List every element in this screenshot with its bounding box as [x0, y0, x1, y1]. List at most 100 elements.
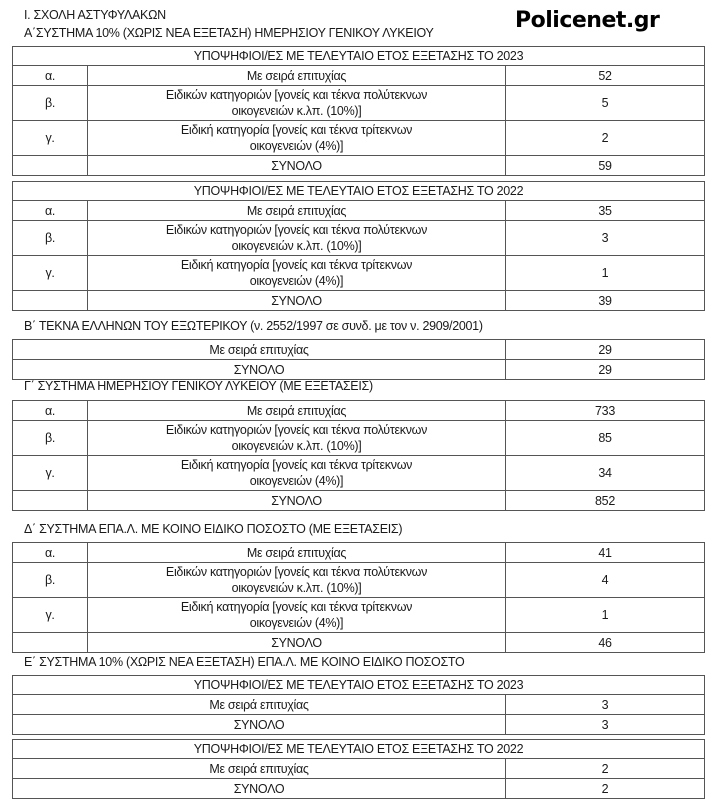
- results-table: α. Με σειρά επιτυχίας 41 β. Ειδικών κατηγορι…: [12, 542, 705, 653]
- row-label-cell: Ειδικών κατηγοριών [γονείς και τέκνα πολ…: [87, 220, 506, 256]
- row-label-cell: Με σειρά επιτυχίας: [12, 339, 506, 360]
- results-table: ΥΠΟΨΗΦΙΟΙ/ΕΣ ΜΕ ΤΕΛΕΥΤΑΙΟ ΕΤΟΣ ΕΞΕΤΑΣΗΣ …: [11, 675, 706, 735]
- row-marker: α.: [12, 65, 88, 86]
- row-value: 2: [504, 778, 706, 799]
- row-marker: [12, 155, 88, 176]
- row-marker: γ.: [12, 597, 88, 633]
- row-value: 41: [505, 542, 705, 563]
- table-row: ΣΥΝΟΛΟ 852: [12, 490, 705, 511]
- table-row: γ. Ειδική κατηγορία [γονείς και τέκνα τρί…: [12, 120, 705, 156]
- section-heading: Ε΄ ΣΥΣΤΗΜΑ 10% (ΧΩΡΙΣ ΝΕΑ ΕΞΕΤΑΣΗ) ΕΠΑ.Λ…: [24, 655, 465, 669]
- row-label-continued: οικογενειών (4%)]: [249, 474, 344, 488]
- row-marker: β.: [12, 562, 88, 598]
- row-value: 733: [505, 400, 705, 421]
- table-row: β. Ειδικών κατηγοριών [γονείς και τέκνα π…: [12, 562, 705, 598]
- row-marker: [12, 632, 88, 653]
- row-marker: β.: [12, 85, 88, 121]
- table-header-row: ΥΠΟΨΗΦΙΟΙ/ΕΣ ΜΕ ΤΕΛΕΥΤΑΙΟ ΕΤΟΣ ΕΞΕΤΑΣΗΣ …: [12, 181, 705, 201]
- table-header: ΥΠΟΨΗΦΙΟΙ/ΕΣ ΜΕ ΤΕΛΕΥΤΑΙΟ ΕΤΟΣ ΕΞΕΤΑΣΗΣ …: [11, 675, 706, 695]
- row-label-cell: ΣΥΝΟΛΟ: [87, 290, 506, 311]
- row-value: 852: [505, 490, 705, 511]
- row-label-continued: οικογενειών κ.λπ. (10%)]: [231, 581, 362, 595]
- row-label-cell: Ειδική κατηγορία [γονείς και τέκνα τρίτε…: [87, 255, 506, 291]
- table-row: Με σειρά επιτυχίας 3: [12, 694, 706, 715]
- row-label-cell: Με σειρά επιτυχίας: [87, 542, 506, 563]
- row-value: 35: [505, 200, 705, 221]
- row-label: ΣΥΝΟΛΟ: [233, 781, 285, 796]
- table-row: ΣΥΝΟΛΟ 39: [12, 290, 705, 311]
- row-label-cell: Ειδική κατηγορία [γονείς και τέκνα τρίτε…: [87, 120, 506, 156]
- row-label-cell: ΣΥΝΟΛΟ: [12, 778, 506, 799]
- row-label: ΣΥΝΟΛΟ: [233, 717, 285, 732]
- row-marker: α.: [12, 200, 88, 221]
- row-label-continued: οικογενειών (4%)]: [249, 616, 344, 630]
- section-heading: Α΄ΣΥΣΤΗΜΑ 10% (ΧΩΡΙΣ ΝΕΑ ΕΞΕΤΑΣΗ) ΗΜΕΡΗΣ…: [24, 26, 434, 40]
- results-table: ΥΠΟΨΗΦΙΟΙ/ΕΣ ΜΕ ΤΕΛΕΥΤΑΙΟ ΕΤΟΣ ΕΞΕΤΑΣΗΣ …: [11, 739, 706, 799]
- row-label: Με σειρά επιτυχίας: [209, 697, 309, 712]
- section-heading: Β΄ ΤΕΚΝΑ ΕΛΛΗΝΩΝ ΤΟΥ ΕΞΩΤΕΡΙΚΟΥ (ν. 2552…: [24, 319, 483, 333]
- row-label: Με σειρά επιτυχίας: [246, 203, 347, 218]
- table-header-row: ΥΠΟΨΗΦΙΟΙ/ΕΣ ΜΕ ΤΕΛΕΥΤΑΙΟ ΕΤΟΣ ΕΞΕΤΑΣΗΣ …: [12, 46, 705, 66]
- row-label: Ειδική κατηγορία [γονείς και τέκνα τρίτε…: [180, 600, 413, 614]
- row-label-cell: Ειδικών κατηγοριών [γονείς και τέκνα πολ…: [87, 562, 506, 598]
- table-row: Με σειρά επιτυχίας 2: [12, 758, 706, 779]
- row-marker: γ.: [12, 120, 88, 156]
- row-value: 1: [505, 255, 705, 291]
- table-row: β. Ειδικών κατηγοριών [γονείς και τέκνα π…: [12, 85, 705, 121]
- row-label: Ειδική κατηγορία [γονείς και τέκνα τρίτε…: [180, 123, 413, 137]
- table-row: γ. Ειδική κατηγορία [γονείς και τέκνα τρί…: [12, 255, 705, 291]
- results-table: ΥΠΟΨΗΦΙΟΙ/ΕΣ ΜΕ ΤΕΛΕΥΤΑΙΟ ΕΤΟΣ ΕΞΕΤΑΣΗΣ …: [12, 46, 705, 176]
- row-value: 2: [504, 758, 706, 779]
- row-marker: γ.: [12, 455, 88, 491]
- table-row: ΣΥΝΟΛΟ 46: [12, 632, 705, 653]
- row-label-cell: Ειδικών κατηγοριών [γονείς και τέκνα πολ…: [87, 85, 506, 121]
- row-label-cell: Με σειρά επιτυχίας: [87, 200, 506, 221]
- row-value: 34: [505, 455, 705, 491]
- row-value: 46: [505, 632, 705, 653]
- row-label-cell: Ειδική κατηγορία [γονείς και τέκνα τρίτε…: [87, 597, 506, 633]
- table-row: ΣΥΝΟΛΟ 29: [12, 359, 705, 380]
- row-marker: [12, 490, 88, 511]
- section-heading: Δ΄ ΣΥΣΤΗΜΑ ΕΠΑ.Λ. ΜΕ ΚΟΙΝΟ ΕΙΔΙΚΟ ΠΟΣΟΣΤ…: [24, 522, 403, 536]
- table-row: α. Με σειρά επιτυχίας 41: [12, 542, 705, 563]
- table-row: α. Με σειρά επιτυχίας 733: [12, 400, 705, 421]
- row-label-cell: Με σειρά επιτυχίας: [87, 65, 506, 86]
- row-label-continued: οικογενειών (4%)]: [249, 274, 344, 288]
- results-table: Με σειρά επιτυχίας 29 ΣΥΝΟΛΟ 29: [12, 339, 705, 380]
- row-label: Με σειρά επιτυχίας: [246, 68, 347, 83]
- table-row: ΣΥΝΟΛΟ 59: [12, 155, 705, 176]
- row-label: Ειδικών κατηγοριών [γονείς και τέκνα πολ…: [165, 88, 428, 102]
- row-label-continued: οικογενειών κ.λπ. (10%)]: [231, 104, 362, 118]
- row-label-cell: ΣΥΝΟΛΟ: [12, 714, 506, 735]
- table-row: Με σειρά επιτυχίας 29: [12, 339, 705, 360]
- row-label-cell: Με σειρά επιτυχίας: [12, 758, 506, 779]
- row-label: Ειδική κατηγορία [γονείς και τέκνα τρίτε…: [180, 458, 413, 472]
- row-label: ΣΥΝΟΛΟ: [271, 293, 322, 308]
- row-marker: γ.: [12, 255, 88, 291]
- row-marker: β.: [12, 420, 88, 456]
- row-marker: α.: [12, 400, 88, 421]
- row-value: 3: [504, 714, 706, 735]
- table-row: ΣΥΝΟΛΟ 2: [12, 778, 706, 799]
- row-value: 59: [505, 155, 705, 176]
- row-value: 52: [505, 65, 705, 86]
- row-value: 5: [505, 85, 705, 121]
- row-marker: β.: [12, 220, 88, 256]
- row-label-cell: Με σειρά επιτυχίας: [12, 694, 506, 715]
- row-label-cell: ΣΥΝΟΛΟ: [12, 359, 506, 380]
- row-value: 85: [505, 420, 705, 456]
- brand-logo: Policenet.gr: [515, 8, 660, 33]
- row-label: ΣΥΝΟΛΟ: [271, 635, 322, 650]
- table-row: γ. Ειδική κατηγορία [γονείς και τέκνα τρί…: [12, 597, 705, 633]
- table-header: ΥΠΟΨΗΦΙΟΙ/ΕΣ ΜΕ ΤΕΛΕΥΤΑΙΟ ΕΤΟΣ ΕΞΕΤΑΣΗΣ …: [11, 739, 706, 759]
- row-value: 3: [505, 220, 705, 256]
- row-value: 29: [505, 359, 705, 380]
- table-row: γ. Ειδική κατηγορία [γονείς και τέκνα τρί…: [12, 455, 705, 491]
- row-label: Ειδικών κατηγοριών [γονείς και τέκνα πολ…: [165, 423, 428, 437]
- table-header: ΥΠΟΨΗΦΙΟΙ/ΕΣ ΜΕ ΤΕΛΕΥΤΑΙΟ ΕΤΟΣ ΕΞΕΤΑΣΗΣ …: [12, 181, 705, 201]
- row-label: Με σειρά επιτυχίας: [246, 403, 347, 418]
- row-label: ΣΥΝΟΛΟ: [271, 493, 322, 508]
- table-row: β. Ειδικών κατηγοριών [γονείς και τέκνα π…: [12, 220, 705, 256]
- row-label-continued: οικογενειών κ.λπ. (10%)]: [231, 239, 362, 253]
- row-label: Με σειρά επιτυχίας: [209, 761, 309, 776]
